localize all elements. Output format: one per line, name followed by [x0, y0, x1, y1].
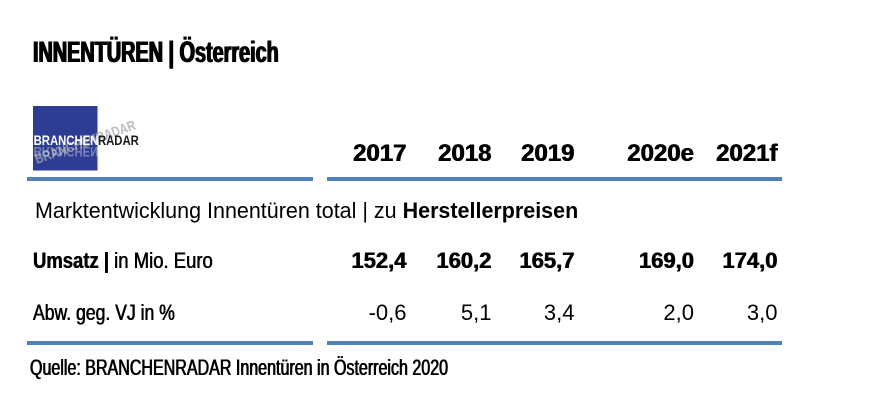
svg-text:RADAR: RADAR [98, 132, 139, 148]
svg-text:BRANCHENRADAR: BRANCHENRADAR [34, 144, 140, 160]
svg-text:BRANCHEN: BRANCHEN [34, 132, 99, 148]
